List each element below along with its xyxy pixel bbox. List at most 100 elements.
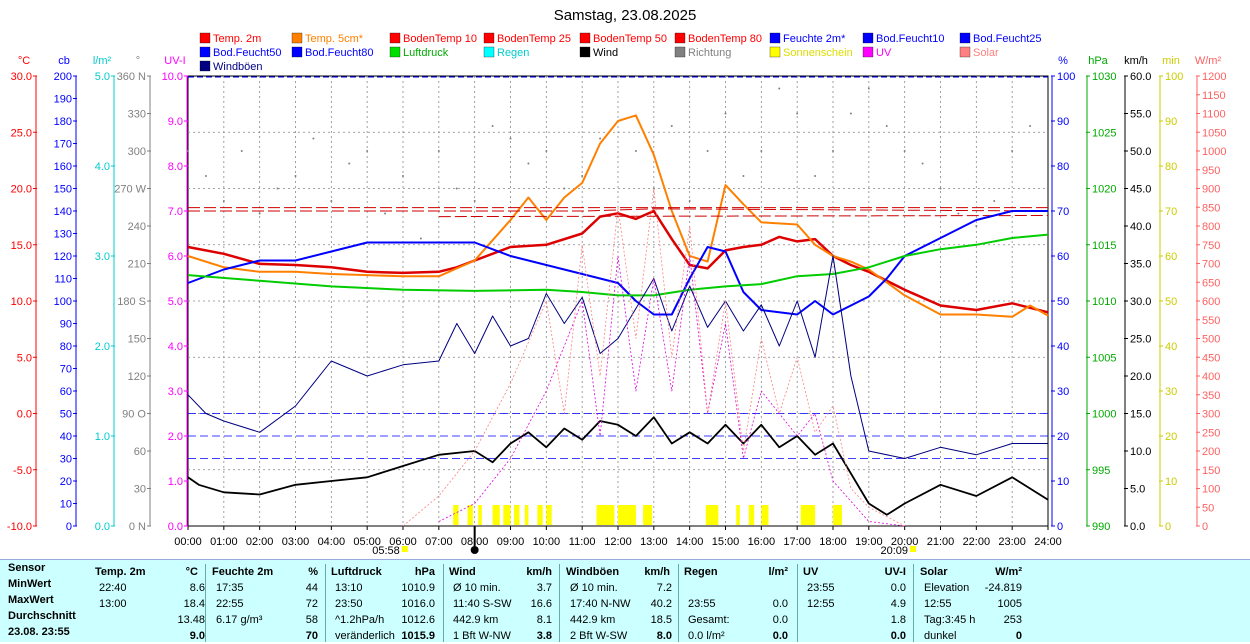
stats-value-temp: 9.0 [189, 630, 205, 642]
legend-swatch [769, 46, 781, 58]
stats-value-rain: 0.0 [772, 614, 788, 626]
legend-swatch [769, 32, 781, 44]
stats-value-gust: 18.5 [650, 614, 672, 626]
stats-header-solar: Solar [920, 566, 948, 578]
y-tick-label: 190 [54, 94, 72, 106]
stats-note-gust: 17:40 N-NW [570, 598, 631, 610]
sunshine-bar [537, 505, 543, 525]
legend-swatch [862, 46, 874, 58]
y-tick-label: 1000 [1202, 146, 1226, 158]
stats-value-temp: 13.48 [177, 614, 205, 626]
stats-note-solar: dunkel [924, 630, 957, 642]
y-tick-label: 5.0 [95, 71, 110, 83]
x-tick-label: 10:00 [533, 536, 561, 548]
legend-swatch [959, 32, 971, 44]
stats-header-press: Luftdruck [331, 566, 382, 578]
stats-note-gust: Ø 10 min. [570, 582, 618, 594]
x-tick-label: 01:00 [210, 536, 238, 548]
y-tick-label: 80 [1057, 161, 1069, 173]
y-tick-label: 1025 [1092, 127, 1116, 139]
stats-sensor-header: Sensor [8, 562, 46, 574]
y-tick-label: 180 S [117, 296, 146, 308]
stats-value-uv: 0.0 [890, 582, 906, 594]
y-tick-label: 250 [1202, 427, 1220, 439]
y-tick-label: 1.0 [95, 431, 110, 443]
y-tick-label: 130 [54, 229, 72, 241]
stats-separator [443, 564, 444, 642]
y-tick-label: 30.0 [1130, 296, 1151, 308]
y-tick-label: 0 N [129, 521, 146, 533]
y-tick-label: 140 [54, 206, 72, 218]
stats-note-hum: 17:35 [216, 582, 244, 594]
stats-unit-solar: W/m² [995, 566, 1022, 578]
stats-unit-temp: °C [185, 566, 198, 578]
legend-swatch [674, 32, 686, 44]
y-tick-label: 1.0 [168, 476, 183, 488]
sunrise-label: 05:58 [372, 545, 400, 557]
y-tick-label: 360 N [117, 71, 146, 83]
y-tick-label: 30.0 [11, 71, 32, 83]
y-tick-label: 180 [54, 116, 72, 128]
wind-direction-dot [742, 175, 745, 177]
stats-separator [913, 564, 914, 642]
wind-direction-dot [581, 175, 584, 177]
stats-value-rain: 0.0 [772, 630, 788, 642]
sunshine-bar [736, 505, 740, 525]
y-tick-label: 270 W [114, 184, 146, 196]
wind-direction-dot [1011, 150, 1014, 152]
legend-swatch [483, 46, 495, 58]
y-tick-label: 500 [1202, 334, 1220, 346]
y-tick-label: 50 [1057, 296, 1069, 308]
x-tick-label: 22:00 [963, 536, 991, 548]
sunshine-bar [800, 505, 816, 525]
y-tick-label: 160 [54, 161, 72, 173]
y-tick-label: 300 [1202, 409, 1220, 421]
stats-row-min: MinWert [8, 578, 52, 590]
x-tick-label: 00:00 [174, 536, 202, 548]
legend-label: Temp. 2m [213, 33, 261, 45]
y-tick-label: 1100 [1202, 109, 1226, 121]
stats-note-press: ^1.2hPa/h [335, 614, 385, 626]
sunshine-bar [492, 505, 500, 525]
stats-value-uv: 0.0 [890, 630, 906, 642]
y-tick-label: 2.0 [95, 341, 110, 353]
y-tick-label: 30 [1057, 386, 1069, 398]
y-tick-label: 0 [1202, 521, 1208, 533]
y-tick-label: 40.0 [1130, 221, 1151, 233]
y-tick-label: 3.0 [95, 251, 110, 263]
stats-value-press: 1015.9 [401, 630, 435, 642]
stats-sensor-column: Sensor MinWert MaxWert Durchschnitt 23.0… [8, 560, 76, 640]
y-tick-label: 10.0 [1130, 446, 1151, 458]
legend-swatch [579, 32, 591, 44]
legend-swatch [862, 32, 874, 44]
legend-label: Bod.Feucht50 [213, 47, 282, 59]
y-tick-label: -5.0 [13, 465, 32, 477]
stats-value-wind: 16.6 [530, 598, 552, 610]
y-tick-label: 300 [128, 146, 146, 158]
y-tick-label: 5.0 [1130, 484, 1145, 496]
y-tick-label: 7.0 [168, 206, 183, 218]
x-tick-label: 16:00 [748, 536, 776, 548]
legend-label: Sonnenschein [783, 47, 853, 59]
sunshine-bar [748, 505, 755, 525]
wind-direction-dot [975, 225, 978, 227]
legend-swatch [389, 46, 401, 58]
x-tick-label: 15:00 [712, 536, 740, 548]
stats-value-solar: 1005 [997, 598, 1022, 610]
stats-value-hum: 70 [305, 630, 318, 642]
stats-header-uv: UV [803, 566, 819, 578]
stats-note-wind: 11:40 S-SW [453, 598, 512, 610]
y-tick-label: 10 [1057, 476, 1069, 488]
wind-direction-dot [903, 150, 906, 152]
wind-direction-dot [509, 137, 512, 140]
stats-header-temp: Temp. 2m [95, 566, 146, 578]
y-tick-label: 50 [1165, 296, 1177, 308]
y-tick-label: 70 [60, 364, 72, 376]
y-tick-label: 100 [1202, 484, 1220, 496]
y-tick-label: 450 [1202, 352, 1220, 364]
legend-label: Regen [497, 47, 529, 59]
y-tick-label: 1020 [1092, 184, 1116, 196]
axis-unit-label: W/m² [1195, 55, 1222, 67]
y-tick-label: 100 [54, 296, 72, 308]
stats-value-wind: 3.8 [536, 630, 552, 642]
